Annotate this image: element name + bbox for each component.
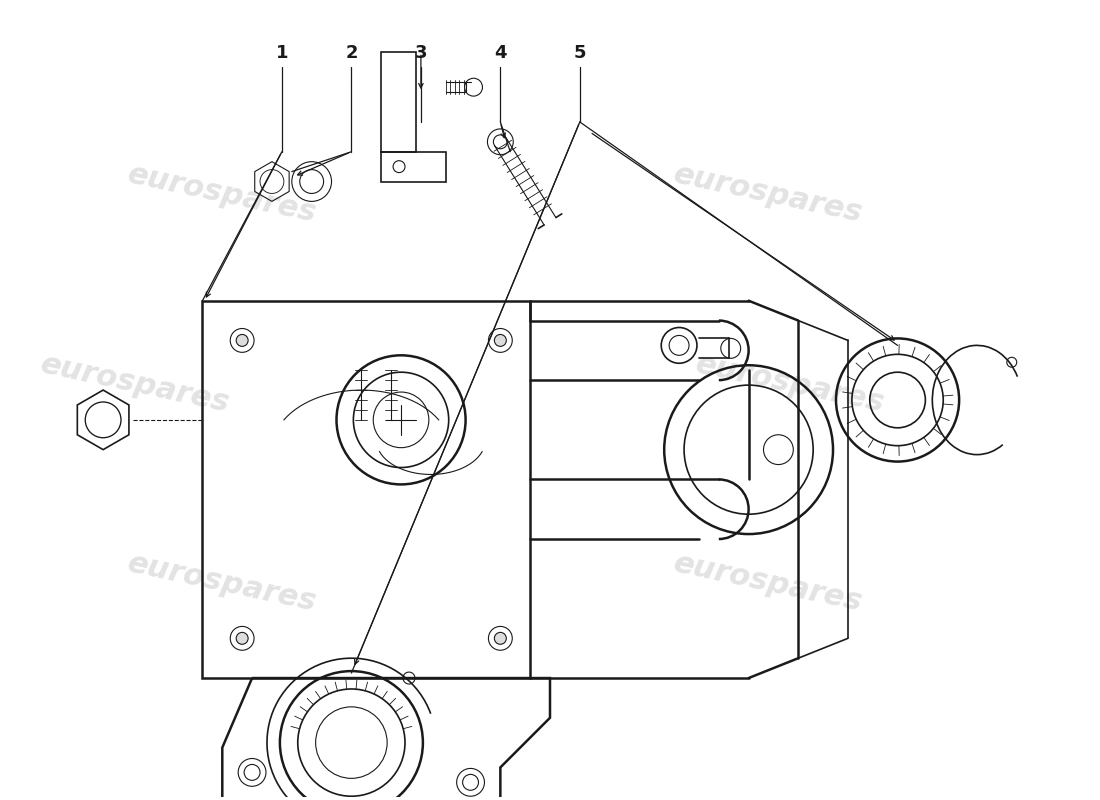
- Text: eurospares: eurospares: [125, 159, 320, 228]
- Text: eurospares: eurospares: [37, 350, 232, 418]
- Circle shape: [494, 632, 506, 644]
- Text: eurospares: eurospares: [671, 549, 866, 617]
- Text: 4: 4: [494, 44, 507, 62]
- Text: eurospares: eurospares: [125, 549, 320, 617]
- Text: 1: 1: [276, 44, 288, 62]
- Circle shape: [236, 632, 249, 644]
- Circle shape: [494, 334, 506, 346]
- Text: eurospares: eurospares: [693, 350, 888, 418]
- Text: eurospares: eurospares: [671, 159, 866, 228]
- Circle shape: [236, 334, 249, 346]
- Text: 5: 5: [573, 44, 586, 62]
- Text: 3: 3: [415, 44, 427, 62]
- Text: 2: 2: [345, 44, 358, 62]
